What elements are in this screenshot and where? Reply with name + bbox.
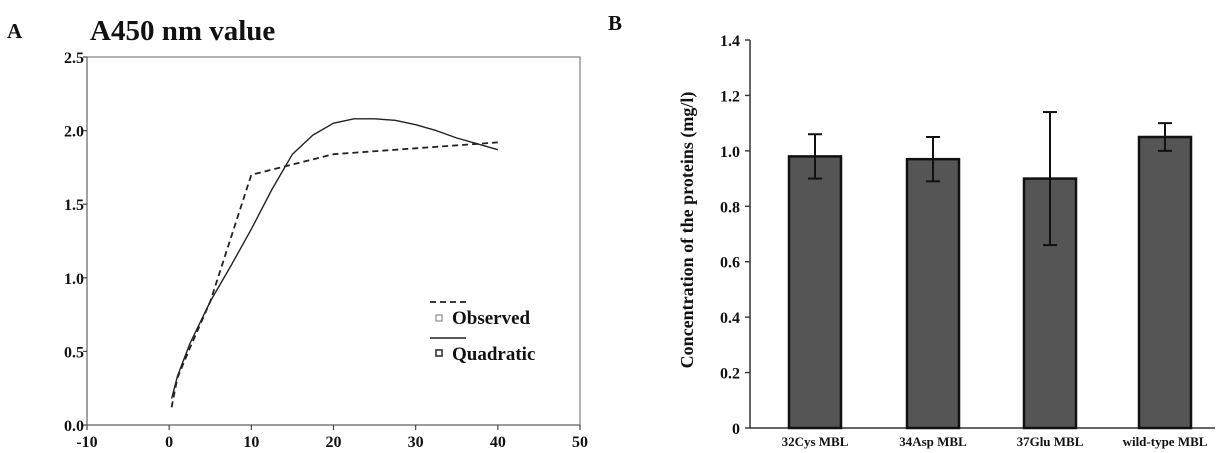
y-tick-label: 0.2 [720,366,740,383]
bar-34asp-mbl [905,157,961,430]
legend-quadratic-label: Quadratic [452,344,535,365]
y-tick-label: 1.2 [720,88,740,105]
chart-a-y-ticks: 0.0 0.5 1.0 1.5 2.0 2.5 [64,50,87,435]
y-tick-label: 0.6 [720,255,740,272]
chart-b-bars [787,111,1193,430]
y-tick-label: 0.4 [720,310,740,327]
category-label: wild-type MBL [1123,434,1208,449]
y-tick-label: 2.0 [64,124,84,141]
chart-a-legend: Observed Quadratic [430,301,535,365]
panel-b-label: B [608,11,622,35]
x-tick-label: 0 [165,434,173,451]
y-tick-label: 1.0 [64,271,84,288]
chart-a-title: A450 nm value [90,15,275,47]
chart-b-y-ticks: 0 0.2 0.4 0.6 0.8 1.0 1.2 1.4 [720,33,750,438]
chart-a-series [170,118,498,408]
chart-b-x-ticks: 32Cys MBL 34Asp MBL 37Glu MBL wild-type MBL [782,434,1208,449]
x-tick-label: 30 [408,434,424,451]
category-label: 37Glu MBL [1017,434,1084,449]
panel-a-label: A [7,19,23,43]
bar-wild-type-mbl [1137,135,1193,430]
bar-32cys-mbl [787,155,843,430]
y-tick-label: 0.5 [64,344,84,361]
legend-observed-label: Observed [452,308,531,329]
y-tick-label: 1.4 [720,33,740,50]
chart-b: Concentration of the proteins (mg/l) 0 0.… [677,33,1215,449]
y-tick-label: 0.8 [720,199,740,216]
chart-b-y-axis-label: Concentration of the proteins (mg/l) [677,92,698,369]
chart-a-x-ticks: -10 0 10 20 30 40 50 [76,425,588,451]
category-label: 34Asp MBL [899,434,967,449]
y-tick-label: 2.5 [64,50,84,67]
x-tick-label: 40 [490,434,506,451]
series-observed-line [170,141,498,408]
category-label: 32Cys MBL [782,434,849,449]
y-tick-label: 0.0 [64,418,84,435]
legend-quadratic-marker [435,349,443,357]
x-tick-label: 10 [243,434,259,451]
x-tick-label: 20 [326,434,342,451]
y-tick-label: 1.5 [64,197,84,214]
x-tick-label: 50 [572,434,588,451]
series-quadratic-line [170,118,498,399]
y-tick-label: 1.0 [720,144,740,161]
y-tick-label: 0 [732,421,740,438]
chart-a: A450 nm value 0.0 0.5 1.0 1.5 2.0 2.5 -10 0 10 2… [64,15,588,451]
chart-a-plot-frame [86,56,581,426]
x-tick-label: -10 [76,434,97,451]
legend-observed-marker [435,314,443,322]
